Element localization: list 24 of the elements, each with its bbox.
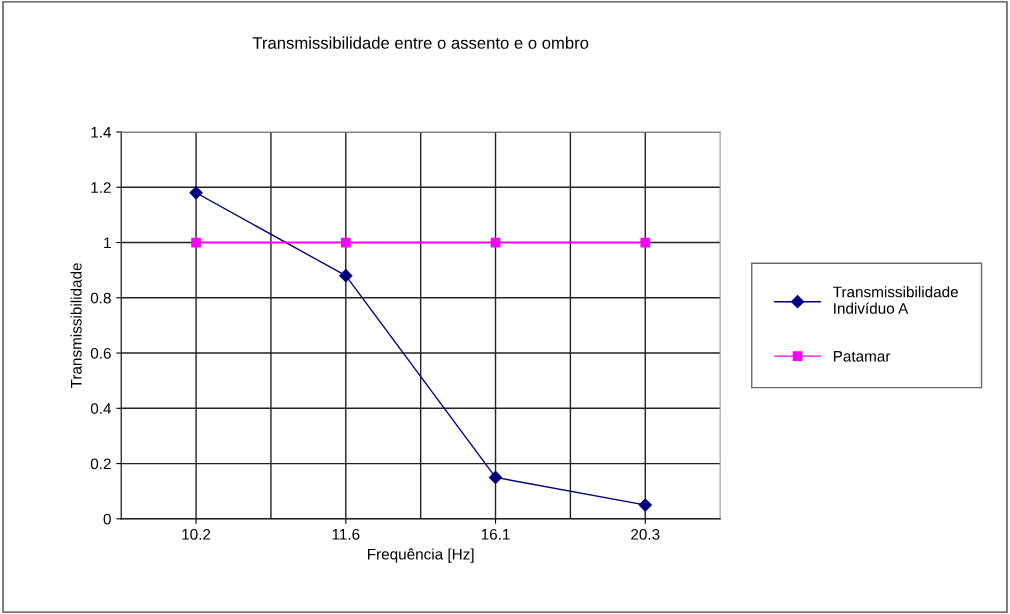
point xyxy=(191,237,201,248)
legend-label: Patamar xyxy=(833,351,891,362)
point xyxy=(189,186,203,200)
y-axis-title: Transmissibilidade xyxy=(70,263,82,389)
legend-label: Transmissibilidade Indivíduo A xyxy=(833,286,958,314)
point xyxy=(488,470,503,484)
point xyxy=(638,498,652,512)
x-tick-label: 11.6 xyxy=(332,528,360,540)
y-tick-label: 0 xyxy=(103,513,111,525)
x-tick-label: 10.2 xyxy=(182,528,211,540)
x-tick-label: 16.1 xyxy=(481,528,510,540)
y-tick-label: 0.6 xyxy=(90,347,111,359)
x-axis-title: Frequência [Hz] xyxy=(368,548,474,563)
x-tick-label: 20.3 xyxy=(631,528,660,540)
y-tick-label: 1.2 xyxy=(91,182,111,193)
y-tick-label: 1.4 xyxy=(91,127,112,138)
y-tick-label: 0.8 xyxy=(90,292,111,304)
y-tick-label: 0.4 xyxy=(90,403,112,414)
y-tick-label: 1 xyxy=(104,237,111,249)
point xyxy=(340,237,351,248)
y-tick-label: 0.2 xyxy=(90,458,111,470)
point xyxy=(640,237,651,248)
point xyxy=(339,269,353,283)
chart-title: Transmissibilidade entre o assento e o ombro xyxy=(252,36,589,49)
